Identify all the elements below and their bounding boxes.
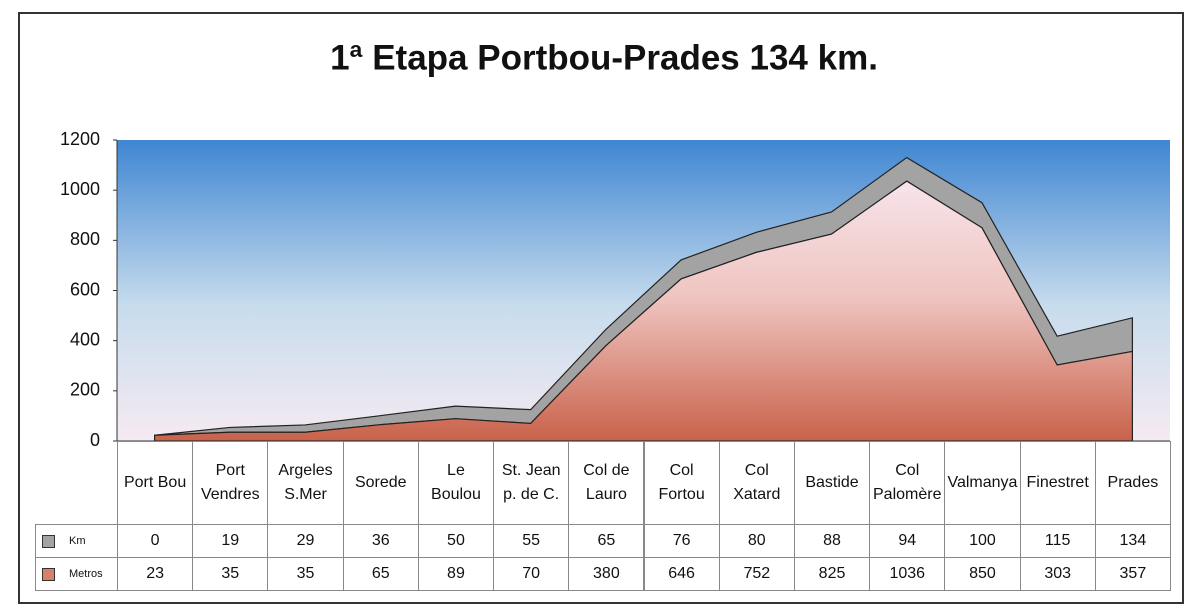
category-label: Sorede bbox=[342, 441, 419, 525]
y-tick-label: 800 bbox=[70, 229, 100, 249]
y-tick-label: 0 bbox=[90, 430, 100, 450]
table-value: 55 bbox=[493, 524, 570, 558]
table-value: 752 bbox=[718, 557, 795, 591]
table-value: 23 bbox=[117, 557, 194, 591]
category-label: Argeles S.Mer bbox=[267, 441, 344, 525]
table-value: 80 bbox=[718, 524, 795, 558]
table-value: 646 bbox=[643, 557, 720, 591]
table-value: 850 bbox=[944, 557, 1021, 591]
legend-entry: Metros bbox=[35, 557, 118, 591]
y-tick-label: 200 bbox=[70, 380, 100, 400]
table-value: 65 bbox=[568, 524, 645, 558]
category-label: Port Bou bbox=[117, 441, 194, 525]
table-value: 29 bbox=[267, 524, 344, 558]
category-label: Col Xatard bbox=[718, 441, 795, 525]
legend-entry: Km bbox=[35, 524, 118, 558]
table-value: 1036 bbox=[869, 557, 946, 591]
frame bbox=[18, 12, 1184, 604]
y-tick-label: 600 bbox=[70, 279, 100, 299]
category-label: St. Jean p. de C. bbox=[493, 441, 570, 525]
area-metros bbox=[154, 180, 1133, 442]
table-value: 134 bbox=[1094, 524, 1171, 558]
table-value: 825 bbox=[793, 557, 871, 591]
table-value: 70 bbox=[493, 557, 570, 591]
category-label: Port Vendres bbox=[192, 441, 269, 525]
legend-label: Metros bbox=[69, 567, 103, 580]
table-value: 94 bbox=[869, 524, 946, 558]
chart-title: 1ª Etapa Portbou-Prades 134 km. bbox=[330, 38, 878, 77]
category-label: Bastide bbox=[793, 441, 871, 525]
table-value: 35 bbox=[267, 557, 344, 591]
table-value: 65 bbox=[342, 557, 419, 591]
table-value: 50 bbox=[417, 524, 495, 558]
table-value: 35 bbox=[192, 557, 269, 591]
legend-label: Km bbox=[69, 534, 86, 547]
table-value: 303 bbox=[1019, 557, 1096, 591]
table-value: 36 bbox=[342, 524, 419, 558]
y-tick-label: 1000 bbox=[60, 179, 100, 199]
table-value: 0 bbox=[117, 524, 194, 558]
legend-swatch bbox=[42, 567, 55, 581]
legend-swatch bbox=[42, 534, 55, 548]
table-value: 100 bbox=[944, 524, 1021, 558]
category-label: Prades bbox=[1094, 441, 1171, 525]
table-value: 115 bbox=[1019, 524, 1096, 558]
category-label: Col Fortou bbox=[643, 441, 720, 525]
table-value: 89 bbox=[417, 557, 495, 591]
table-value: 380 bbox=[568, 557, 645, 591]
table-value: 88 bbox=[793, 524, 871, 558]
table-value: 357 bbox=[1094, 557, 1171, 591]
table-value: 76 bbox=[643, 524, 720, 558]
category-label: Finestret bbox=[1019, 441, 1096, 525]
category-label: Col Palomère bbox=[869, 441, 946, 525]
category-label: Col de Lauro bbox=[568, 441, 645, 525]
table-value: 19 bbox=[192, 524, 269, 558]
category-label: Le Boulou bbox=[417, 441, 495, 525]
y-tick-label: 1200 bbox=[60, 129, 100, 149]
y-tick-label: 400 bbox=[70, 329, 100, 349]
category-label: Valmanya bbox=[944, 441, 1021, 525]
